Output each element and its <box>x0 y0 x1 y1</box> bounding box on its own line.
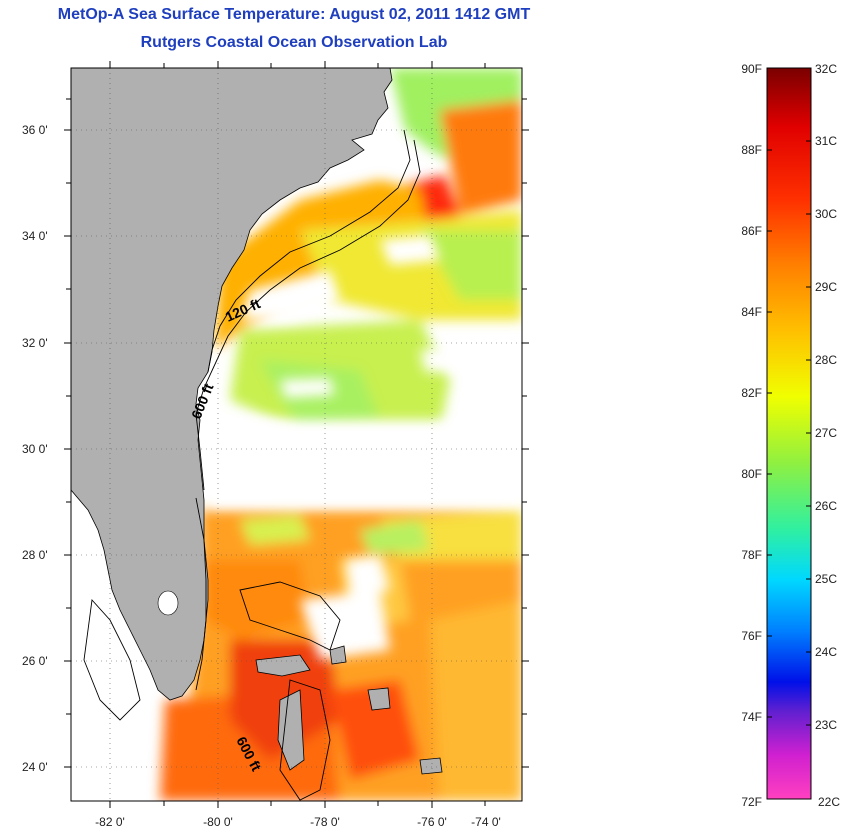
colorbar-f-label: 80F <box>741 467 762 481</box>
colorbar-c-label: 25C <box>815 572 837 586</box>
colorbar-c-label: 29C <box>815 280 837 294</box>
temperature-colorbar: 90F 88F 86F 84F 82F 80F 78F 76F 74F 72F … <box>741 62 840 809</box>
colorbar-ticks <box>767 140 811 726</box>
lon-tick-label: -80 0' <box>203 815 233 829</box>
colorbar-c-label: 23C <box>815 718 837 732</box>
colorbar-f-label: 72F <box>741 795 762 809</box>
colorbar-c-label: 24C <box>815 645 837 659</box>
colorbar-f-label: 82F <box>741 386 762 400</box>
lon-tick-label: -76 0' <box>417 815 447 829</box>
colorbar-f-label: 90F <box>741 62 762 76</box>
lake-okeechobee <box>157 590 179 616</box>
lon-tick-label: -78 0' <box>310 815 340 829</box>
map-gridlines <box>71 68 522 801</box>
map-title: MetOp-A Sea Surface Temperature: August … <box>57 6 531 23</box>
lat-tick-label: 32 0' <box>22 336 48 350</box>
lat-tick-label: 36 0' <box>22 123 48 137</box>
colorbar-c-label: 31C <box>815 134 837 148</box>
map-content <box>71 68 522 801</box>
lat-tick-label: 30 0' <box>22 442 48 456</box>
lat-tick-label: 34 0' <box>22 229 48 243</box>
colorbar-f-label: 86F <box>741 224 762 238</box>
lat-tick-label: 28 0' <box>22 548 48 562</box>
map-subtitle: Rutgers Coastal Ocean Observation Lab <box>140 34 448 51</box>
lat-tick-label: 26 0' <box>22 654 48 668</box>
colorbar-f-label: 74F <box>741 710 762 724</box>
colorbar-c-label: 27C <box>815 426 837 440</box>
colorbar-c-label: 28C <box>815 353 837 367</box>
bahamas-islands <box>255 645 443 775</box>
lon-tick-label: -74 0' <box>471 815 501 829</box>
colorbar-gradient <box>766 67 812 800</box>
colorbar-c-label: 22C <box>818 795 840 809</box>
colorbar-c-label: 32C <box>815 62 837 76</box>
colorbar-c-label: 30C <box>815 207 837 221</box>
cloud-cover <box>210 235 522 660</box>
colorbar-f-label: 84F <box>741 305 762 319</box>
map-tick-marks <box>64 61 529 808</box>
colorbar-f-label: 78F <box>741 548 762 562</box>
colorbar-c-label: 26C <box>815 499 837 513</box>
lon-tick-label: -82 0' <box>95 815 125 829</box>
lat-tick-label: 24 0' <box>22 760 48 774</box>
land-mass <box>71 68 393 701</box>
colorbar-f-label: 76F <box>741 629 762 643</box>
sst-imagery <box>160 68 522 801</box>
isobath-lines <box>83 129 421 801</box>
colorbar-f-label: 88F <box>741 143 762 157</box>
map-border <box>70 67 523 802</box>
